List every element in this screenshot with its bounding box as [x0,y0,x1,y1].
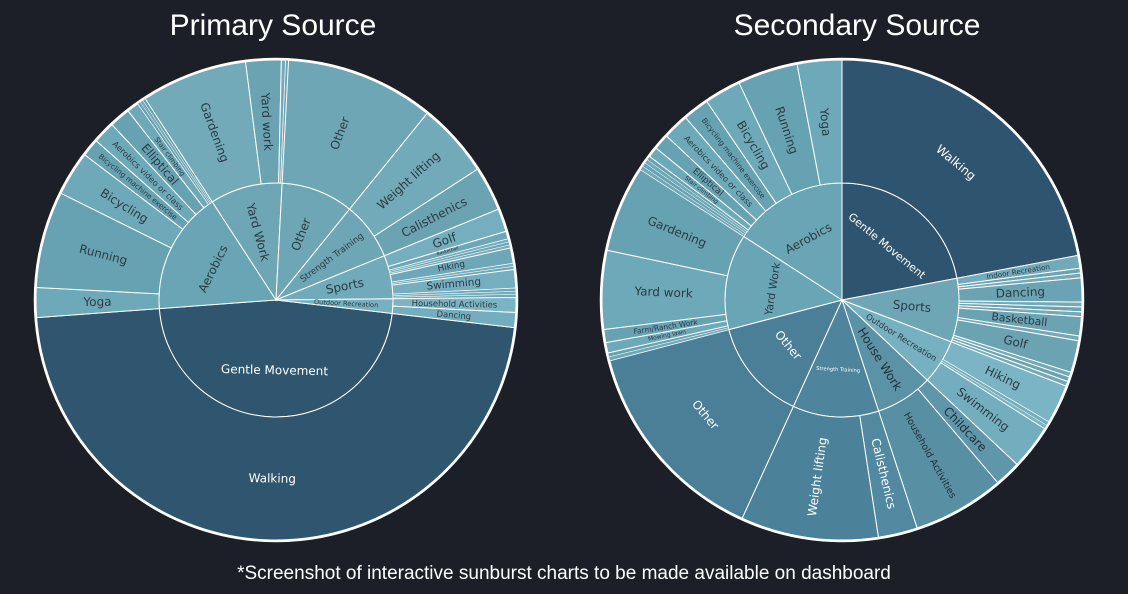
sector-yoga[interactable] [796,59,843,186]
primary-chart-title: Primary Source [169,9,377,42]
label-strength-training: Strength Training [816,366,860,374]
sunburst-outer-ring [599,57,1085,543]
secondary-chart-title: Secondary Source [733,9,981,42]
label-swimming: Swimming [426,276,481,293]
label-dancing: Dancing [436,309,471,322]
sector-walking[interactable] [841,59,1079,279]
label-walking: Walking [248,471,296,486]
footnote: *Screenshot of interactive sunburst char… [237,563,891,584]
label-gentle-movement: Gentle Movement [221,362,329,378]
label-yard-work: Yard work [633,284,693,301]
label-basketball: Basketball [991,310,1048,329]
label-sports: Sports [892,298,932,315]
sector-other[interactable] [609,329,794,519]
label-basketball: Basketball [436,245,459,257]
sector-dancing[interactable] [391,305,517,329]
label-dancing: Dancing [995,285,1045,301]
label-yoga: Yoga [82,295,111,309]
label-outdoor-recreation: Outdoor Recreation [314,298,379,309]
sunburst-outer-ring [33,57,519,543]
sector-walking[interactable] [36,308,515,541]
label-hiking: Hiking [437,260,466,275]
label-yard-work: Yard work [258,91,275,151]
label-yoga: Yoga [817,107,834,137]
label-golf: Golf [1002,333,1030,353]
label-household-activities: Household Activities [412,298,498,310]
